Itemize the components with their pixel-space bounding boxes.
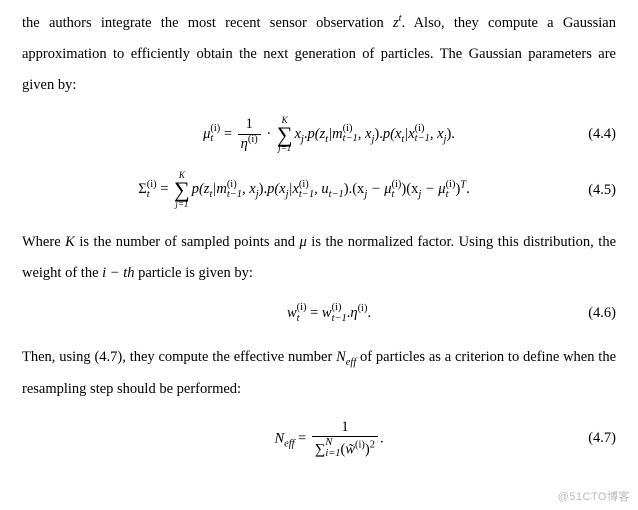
p2-d: particle is given by: — [134, 265, 252, 281]
p1-mid: |m — [212, 182, 226, 198]
p1-text-a: the authors integrate the most recent se… — [22, 15, 393, 31]
p3-N-sub: eff — [346, 357, 356, 368]
p1-mid: |m — [328, 126, 342, 142]
equation-4-5: Σ(i)t = K∑j=1p(zt|m(i)t−1, xj).p(xj|x(i)… — [22, 171, 616, 209]
w-lhs: w — [287, 305, 297, 321]
num: 1 — [312, 419, 378, 438]
eta-sup: (i) — [358, 303, 368, 314]
w-lhs-sub: t — [297, 314, 307, 324]
p2-mid: |x — [404, 126, 414, 142]
eq-body: μ(i)t = 1η(i) · K∑j=1xj.p(zt|m(i)t−1, xj… — [92, 116, 566, 154]
p1-sub2: t−1 — [343, 134, 358, 144]
p2-sub3: t−1 — [329, 189, 344, 200]
equation-4-4: μ(i)t = 1η(i) · K∑j=1xj.p(zt|m(i)t−1, xj… — [22, 116, 616, 154]
den-w-sup: (i) — [355, 440, 365, 451]
equation-4-6: w(i)t = w(i)t−1.η(i). (4.6) — [22, 303, 616, 324]
eq-number: (4.6) — [566, 305, 616, 322]
eq-sign: = — [220, 126, 235, 142]
eq-number: (4.7) — [566, 430, 616, 447]
eta: η — [350, 305, 357, 321]
d2-pre: (x — [406, 182, 418, 198]
eq-sign: = — [295, 430, 310, 446]
sum-bot: j=1 — [174, 200, 190, 209]
page: the authors integrate the most recent se… — [0, 0, 638, 510]
p2-post: , x — [430, 126, 444, 142]
eq-number: (4.5) — [566, 182, 616, 199]
paragraph-2: Where K is the number of sampled points … — [22, 227, 616, 289]
sigma-icon: ∑ — [174, 180, 190, 200]
p1-pre: p(z — [192, 182, 210, 198]
cdot: · — [263, 126, 275, 142]
p2-mu: μ — [300, 234, 307, 250]
p2-pre: p(x — [267, 182, 286, 198]
w-rhs-sub: t−1 — [332, 314, 347, 324]
p1-sub2: t−1 — [227, 190, 242, 200]
p2-pre: p(x — [383, 126, 402, 142]
eq-body: Neff = 1∑Ni=1(w̃(i))2. — [92, 419, 566, 460]
p2-idx: i − th — [102, 265, 134, 281]
frac-den-sup: (i) — [248, 134, 258, 145]
den-sub: i=1 — [325, 449, 340, 459]
sum-bot: j=1 — [277, 144, 293, 153]
mu-sub: t — [210, 134, 220, 144]
p1-post: , x — [358, 126, 372, 142]
frac-num: 1 — [238, 116, 261, 135]
p2-sub2: t−1 — [415, 134, 430, 144]
p2-mid: |x — [288, 182, 298, 198]
tail: . — [380, 430, 384, 446]
sigma-icon: ∑ — [277, 125, 293, 145]
den-sum: ∑ — [315, 442, 325, 458]
d2-minus: − μ — [421, 182, 445, 198]
tail: . — [367, 305, 371, 321]
watermark: @51CTO博客 — [558, 488, 630, 504]
den-pow: 2 — [370, 440, 375, 451]
N: N — [274, 430, 284, 446]
paragraph-1: the authors integrate the most recent se… — [22, 8, 616, 102]
frac-den-eta: η — [241, 136, 248, 152]
d1-minus: − μ — [367, 182, 391, 198]
eq-sign: = — [157, 182, 172, 198]
paragraph-3: Then, using (4.7), they compute the effe… — [22, 342, 616, 404]
eq-body: w(i)t = w(i)t−1.η(i). — [92, 303, 566, 324]
d1-pre: (x — [352, 182, 364, 198]
d1-sub2: t — [392, 190, 402, 200]
p2-sub2: t−1 — [299, 190, 314, 200]
p2-a: Where — [22, 234, 65, 250]
p2-b: is the number of sampled points and — [75, 234, 300, 250]
den-w: w̃ — [345, 442, 355, 458]
p1-post: , x — [242, 182, 256, 198]
eq-number: (4.4) — [566, 126, 616, 143]
p2-post: , u — [314, 182, 329, 198]
tail: . — [466, 182, 470, 198]
d2-sub2: t — [446, 190, 456, 200]
mu: μ — [203, 126, 210, 142]
eq-sign: = — [306, 305, 321, 321]
p3-N: N — [336, 349, 346, 365]
p2-end: ). — [446, 126, 454, 142]
p2-K: K — [65, 234, 75, 250]
N-sub: eff — [284, 438, 294, 449]
eq-body: Σ(i)t = K∑j=1p(zt|m(i)t−1, xj).p(xj|x(i)… — [42, 171, 566, 209]
Sigma: Σ — [138, 182, 146, 198]
p1-pre: p(z — [307, 126, 325, 142]
equation-4-7: Neff = 1∑Ni=1(w̃(i))2. (4.7) — [22, 419, 616, 460]
w-rhs: w — [322, 305, 332, 321]
p3-a: Then, using (4.7), they compute the effe… — [22, 349, 336, 365]
Sigma-sub: t — [147, 190, 157, 200]
